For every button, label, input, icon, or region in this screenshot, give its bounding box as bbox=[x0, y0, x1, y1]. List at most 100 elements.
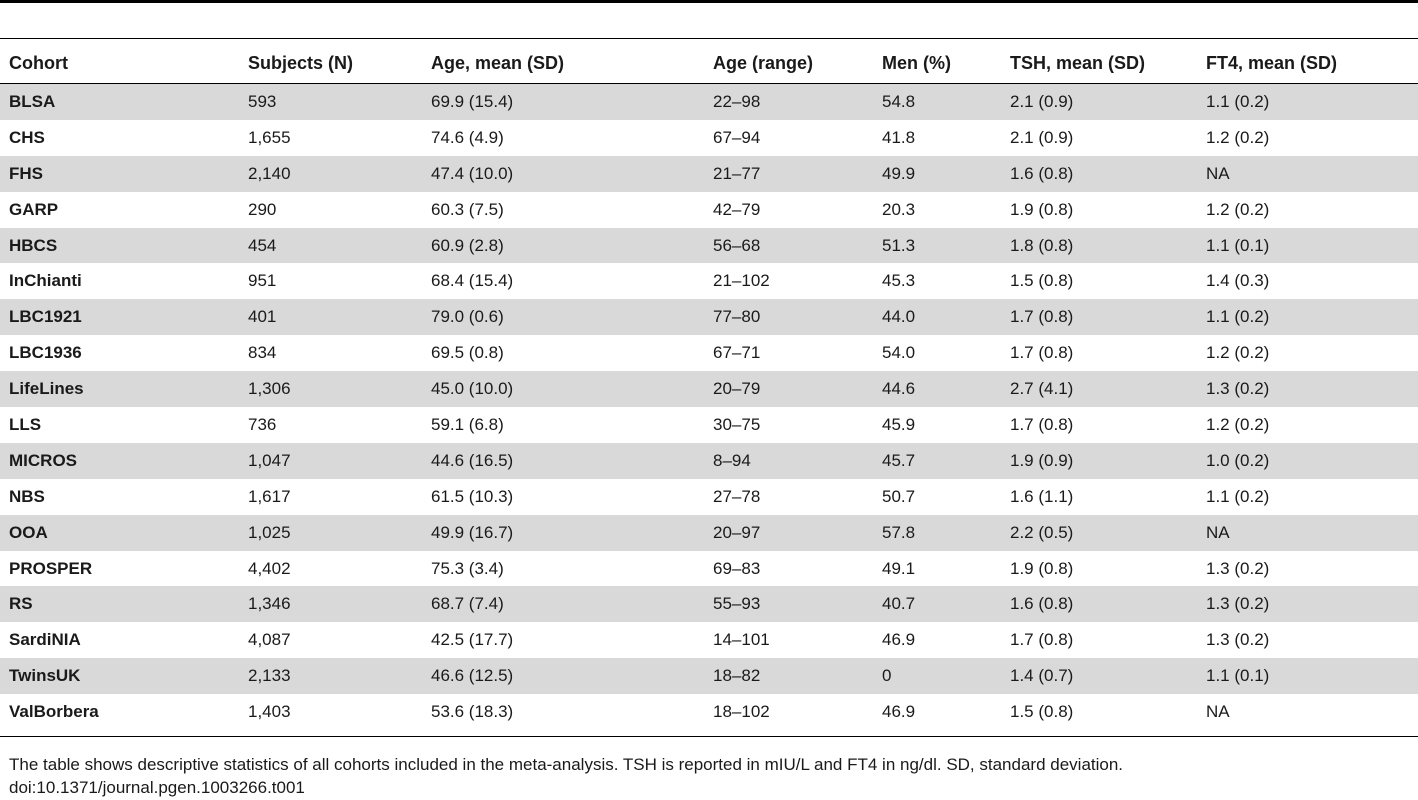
table-cell: 44.0 bbox=[873, 299, 1001, 336]
table-cell: 401 bbox=[239, 299, 422, 336]
table-cell: 1.2 (0.2) bbox=[1206, 127, 1270, 147]
table-cell: 74.6 (4.9) bbox=[431, 127, 504, 147]
table-cell: 1,655 bbox=[248, 127, 291, 147]
table-cell: 18–102 bbox=[713, 702, 770, 722]
table-cell: 60.9 (2.8) bbox=[422, 227, 704, 264]
table-cell: 2.1 (0.9) bbox=[1010, 127, 1074, 147]
table-cell: 4,087 bbox=[248, 630, 291, 650]
table-cell: 1,047 bbox=[239, 442, 422, 479]
cohort-name-cell: FHS bbox=[0, 155, 239, 192]
column-header: Subjects (N) bbox=[239, 43, 422, 84]
table-footnote: The table shows descriptive statistics o… bbox=[9, 755, 1124, 774]
table-cell: 59.1 (6.8) bbox=[431, 414, 504, 434]
table-cell: 1.3 (0.2) bbox=[1206, 630, 1270, 650]
table-cell: 67–71 bbox=[713, 343, 761, 363]
table-cell: 44.6 (16.5) bbox=[422, 442, 704, 479]
table-cell: 1.6 (0.8) bbox=[1001, 586, 1197, 623]
table-cell: 57.8 bbox=[873, 514, 1001, 551]
table-cell: 2,140 bbox=[239, 155, 422, 192]
cohort-name-cell: TwinsUK bbox=[0, 658, 239, 695]
table-cell: 27–78 bbox=[713, 486, 761, 506]
cohort-name-cell: CHS bbox=[9, 127, 45, 147]
table-cell: 75.3 (3.4) bbox=[431, 558, 504, 578]
table-cell: 21–102 bbox=[713, 271, 770, 291]
table-cell: 1.1 (0.2) bbox=[1197, 299, 1418, 336]
cohort-statistics-table: Cohort Subjects (N) Age, mean (SD) Age (… bbox=[0, 43, 1418, 730]
table-header-row: Cohort Subjects (N) Age, mean (SD) Age (… bbox=[0, 43, 1418, 84]
cohort-name-cell: HBCS bbox=[0, 227, 239, 264]
table-cell: 2.2 (0.5) bbox=[1001, 514, 1197, 551]
table-cell: 1.4 (0.7) bbox=[1001, 658, 1197, 695]
table-cell: 1.1 (0.1) bbox=[1197, 658, 1418, 695]
cohort-name-cell: LBC1936 bbox=[9, 343, 82, 363]
table-cell: 290 bbox=[248, 199, 277, 219]
table-cell: 1,306 bbox=[239, 371, 422, 408]
table-cell: 1.3 (0.2) bbox=[1206, 558, 1270, 578]
column-header: Men (%) bbox=[873, 43, 1001, 84]
table-row: NBS 1,617 61.5 (10.3) 27–78 50.7 1.6 (1.1) 1.1… bbox=[0, 479, 1418, 515]
table-cell: 45.7 bbox=[873, 442, 1001, 479]
table-row: LBC1921 401 79.0 (0.6) 77–80 44.0 1.7 (0.8) 1.… bbox=[0, 299, 1418, 336]
table-cell: 44.6 bbox=[873, 371, 1001, 408]
table-row: CHS 1,655 74.6 (4.9) 67–94 41.8 2.1 (0.9) 1.2 … bbox=[0, 120, 1418, 156]
table-cell: 1,403 bbox=[248, 702, 291, 722]
table-cell: 1.1 (0.1) bbox=[1197, 227, 1418, 264]
table-cell: 1.1 (0.2) bbox=[1206, 486, 1270, 506]
table-row: RS 1,346 68.7 (7.4) 55–93 40.7 1.6 (0.8) 1.3 (… bbox=[0, 586, 1418, 623]
table-cell: 45.0 (10.0) bbox=[422, 371, 704, 408]
table-cell: 1.7 (0.8) bbox=[1010, 343, 1074, 363]
table-row: LifeLines 1,306 45.0 (10.0) 20–79 44.6 2.7 (4… bbox=[0, 371, 1418, 408]
table-doi: doi:10.1371/journal.pgen.1003266.t001 bbox=[9, 778, 305, 797]
table-cell: 45.9 bbox=[882, 414, 916, 434]
table-cell: 1.7 (0.8) bbox=[1010, 630, 1074, 650]
table-row: LLS 736 59.1 (6.8) 30–75 45.9 1.7 (0.8) 1.2 (0… bbox=[0, 407, 1418, 443]
table-cell: 951 bbox=[248, 271, 277, 291]
table-cell: 736 bbox=[248, 414, 277, 434]
table-body: BLSA 593 69.9 (15.4) 22–98 54.8 2.1 (0.9) 1.1 … bbox=[0, 83, 1418, 731]
table-cell: 8–94 bbox=[704, 442, 873, 479]
table-row: ValBorbera 1,403 53.6 (18.3) 18–102 46.9 1.5 … bbox=[0, 694, 1418, 730]
table-cell: 1.8 (0.8) bbox=[1001, 227, 1197, 264]
table-cell: 47.4 (10.0) bbox=[422, 155, 704, 192]
table-row: GARP 290 60.3 (7.5) 42–79 20.3 1.9 (0.8) 1.2 (… bbox=[0, 192, 1418, 228]
table-cell: 1.7 (0.8) bbox=[1010, 414, 1074, 434]
table-cell: 593 bbox=[239, 83, 422, 120]
table-cell: 2.1 (0.9) bbox=[1001, 83, 1197, 120]
table-top-rule bbox=[0, 0, 1418, 3]
table-cell: 22–98 bbox=[704, 83, 873, 120]
table-cell: 54.8 bbox=[873, 83, 1001, 120]
table-cell: 1.5 (0.8) bbox=[1010, 271, 1074, 291]
table-header-top-rule bbox=[0, 38, 1418, 39]
table-cell: 1.3 (0.2) bbox=[1197, 586, 1418, 623]
table-cell: 1.6 (0.8) bbox=[1001, 155, 1197, 192]
cohort-name-cell: OOA bbox=[0, 514, 239, 551]
table-cell: 79.0 (0.6) bbox=[422, 299, 704, 336]
column-header: Age (range) bbox=[704, 43, 873, 84]
column-header: Age, mean (SD) bbox=[422, 43, 704, 84]
cohort-name-cell: LBC1921 bbox=[0, 299, 239, 336]
table-cell: 50.7 bbox=[882, 486, 916, 506]
column-header: TSH, mean (SD) bbox=[1001, 43, 1197, 84]
table-cell: 1.9 (0.8) bbox=[1010, 199, 1074, 219]
table-cell: 1,025 bbox=[239, 514, 422, 551]
column-header: FT4, mean (SD) bbox=[1197, 43, 1418, 84]
cohort-name-cell: GARP bbox=[9, 199, 59, 219]
table-cell: 18–82 bbox=[704, 658, 873, 695]
table-cell: 51.3 bbox=[873, 227, 1001, 264]
table-cell: 41.8 bbox=[882, 127, 916, 147]
cohort-name-cell: LLS bbox=[9, 414, 42, 434]
table-cell: 1.2 (0.2) bbox=[1206, 343, 1270, 363]
table-cell: 40.7 bbox=[873, 586, 1001, 623]
table-cell: 46.9 bbox=[882, 630, 916, 650]
table-cell: 1.9 (0.9) bbox=[1001, 442, 1197, 479]
column-header: Cohort bbox=[0, 43, 239, 84]
table-cell: 20–79 bbox=[704, 371, 873, 408]
table-row: OOA 1,025 49.9 (16.7) 20–97 57.8 2.2 (0.5) NA bbox=[0, 514, 1418, 551]
table-cell: 1.1 (0.2) bbox=[1197, 83, 1418, 120]
table-cell: 61.5 (10.3) bbox=[431, 486, 514, 506]
table-row: PROSPER 4,402 75.3 (3.4) 69–83 49.1 1.9 (0.8)… bbox=[0, 551, 1418, 587]
table-cell: 20.3 bbox=[882, 199, 916, 219]
table-cell: 1,346 bbox=[239, 586, 422, 623]
table-cell: 45.3 bbox=[882, 271, 916, 291]
table-row: MICROS 1,047 44.6 (16.5) 8–94 45.7 1.9 (0.9) 1… bbox=[0, 442, 1418, 479]
